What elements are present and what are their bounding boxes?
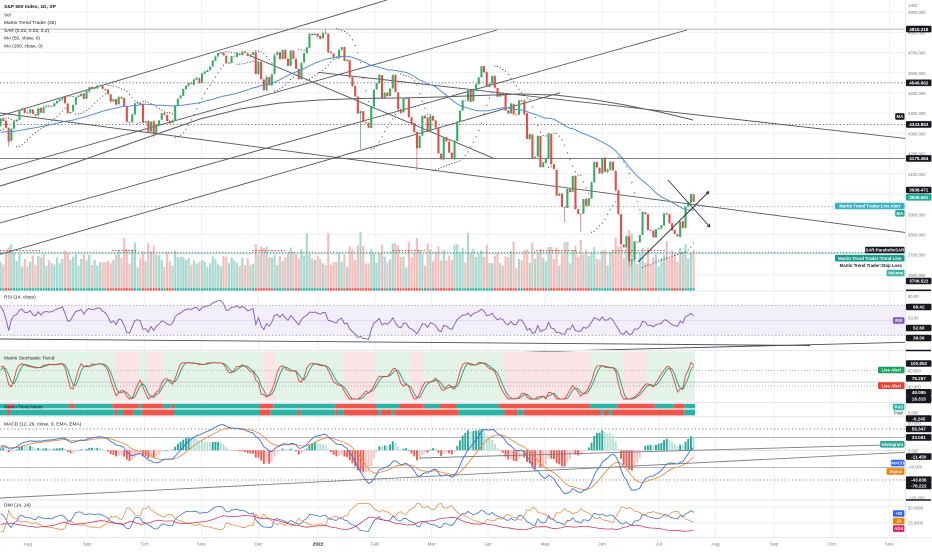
svg-text:-43.836: -43.836: [911, 477, 927, 482]
svg-text:4900.000: 4900.000: [908, 10, 926, 15]
svg-text:Nov: Nov: [197, 542, 206, 547]
svg-text:2022: 2022: [313, 542, 324, 547]
svg-text:4815.318: 4815.318: [909, 27, 929, 32]
svg-text:38.06: 38.06: [913, 336, 925, 341]
svg-text:3800.000: 3800.000: [908, 233, 926, 238]
svg-text:0.000: 0.000: [908, 411, 919, 416]
svg-text:Sep: Sep: [83, 542, 92, 547]
svg-text:MA: MA: [897, 211, 904, 216]
svg-text:USD: USD: [909, 3, 918, 8]
svg-text:3936.691: 3936.691: [909, 195, 929, 200]
svg-text:25.0000: 25.0000: [908, 521, 924, 526]
svg-text:Mar: Mar: [427, 542, 436, 547]
svg-text:4175.464: 4175.464: [909, 156, 929, 161]
svg-text:PoW: PoW: [894, 411, 903, 416]
svg-text:80.000: 80.000: [908, 420, 921, 425]
svg-text:Dec: Dec: [254, 542, 263, 547]
svg-text:ADX: ADX: [894, 526, 903, 531]
svg-text:50.0000: 50.0000: [908, 506, 924, 511]
svg-text:Jun: Jun: [598, 542, 606, 547]
svg-text:Aug: Aug: [24, 542, 33, 547]
svg-text:Signal: Signal: [889, 469, 902, 474]
svg-text:Aug: Aug: [711, 542, 720, 547]
svg-text:PoS: PoS: [895, 405, 903, 410]
svg-text:4400.000: 4400.000: [908, 111, 926, 116]
svg-text:3706.522: 3706.522: [909, 279, 929, 284]
svg-text:3938.471: 3938.471: [909, 188, 929, 193]
svg-text:-DI: -DI: [896, 519, 902, 524]
svg-text:MA: MA: [897, 114, 904, 119]
svg-text:18.315: 18.315: [912, 397, 926, 402]
svg-text:MACD (12, 26, close, 9, EMA, E: MACD (12, 26, close, 9, EMA, EMA): [4, 422, 82, 428]
svg-text:Martin Trend Trader (35): Martin Trend Trader (35): [4, 20, 56, 26]
svg-text:SAR (0.02, 0.02, 0.2): SAR (0.02, 0.02, 0.2): [4, 28, 49, 34]
svg-text:68.42: 68.42: [913, 305, 925, 310]
svg-text:4600.000: 4600.000: [908, 71, 926, 76]
svg-text:Sep: Sep: [770, 542, 779, 547]
svg-text:Martin Trend Trader:Live Alert: Martin Trend Trader:Live Alert: [839, 204, 901, 209]
svg-text:4300.000: 4300.000: [908, 132, 926, 137]
svg-text:4549.662: 4549.662: [909, 81, 929, 86]
svg-text:Martin Stochastic Trend: Martin Stochastic Trend: [4, 356, 55, 362]
svg-text:Martin Trend Meter: Martin Trend Meter: [4, 405, 43, 410]
svg-text:100.852: 100.852: [910, 361, 927, 366]
svg-text:Martin Trend Trader:Stop Loss: Martin Trend Trader:Stop Loss: [840, 263, 903, 268]
svg-text:0.000: 0.000: [908, 449, 919, 454]
svg-text:Live Alert: Live Alert: [881, 383, 901, 388]
svg-text:Vol: Vol: [4, 12, 11, 18]
svg-text:Nov: Nov: [885, 542, 894, 547]
svg-text:33.081: 33.081: [912, 435, 926, 440]
svg-text:-40.000: -40.000: [908, 464, 923, 469]
svg-text:RSI (14, close): RSI (14, close): [4, 295, 36, 301]
svg-text:4500.000: 4500.000: [908, 91, 926, 96]
svg-text:3900.000: 3900.000: [908, 212, 926, 217]
svg-text:Feb: Feb: [371, 542, 379, 547]
svg-text:4100.000: 4100.000: [908, 172, 926, 177]
svg-text:52.68: 52.68: [913, 326, 925, 331]
svg-text:-11.450: -11.450: [911, 454, 927, 459]
svg-text:DMI (14, 14): DMI (14, 14): [4, 503, 31, 509]
svg-text:Martin Trend Trader:Trend Line: Martin Trend Trader:Trend Line: [838, 256, 902, 261]
svg-text:Histogram: Histogram: [882, 442, 903, 447]
svg-text:Oct: Oct: [828, 542, 836, 547]
svg-text:+DI: +DI: [895, 511, 902, 516]
svg-text:MA (50, close, 0): MA (50, close, 0): [4, 36, 40, 42]
svg-text:4700.000: 4700.000: [908, 51, 926, 56]
svg-text:SAR:ParabolicSAR: SAR:ParabolicSAR: [865, 248, 905, 253]
svg-text:3700.000: 3700.000: [908, 253, 926, 258]
svg-text:Volume: Volume: [888, 271, 904, 276]
svg-text:48.085: 48.085: [912, 390, 926, 395]
svg-text:4343.853: 4343.853: [909, 122, 929, 127]
svg-text:80.00: 80.00: [908, 294, 919, 299]
svg-text:Oct: Oct: [141, 542, 149, 547]
svg-text:Jul: Jul: [656, 542, 662, 547]
svg-text:55.347: 55.347: [912, 427, 926, 432]
svg-text:80.000: 80.000: [908, 369, 921, 374]
svg-text:RSI: RSI: [895, 318, 902, 323]
svg-text:76.287: 76.287: [912, 376, 926, 381]
svg-text:40.000: 40.000: [908, 384, 921, 389]
svg-text:Apr: Apr: [484, 542, 492, 547]
svg-text:-120.000: -120.000: [908, 495, 925, 500]
svg-text:S&P 500 Index, 1D, SP: S&P 500 Index, 1D, SP: [4, 4, 57, 10]
svg-text:May: May: [541, 542, 551, 547]
svg-text:-76.222: -76.222: [911, 484, 927, 489]
svg-text:MACD: MACD: [891, 461, 904, 466]
svg-text:3600.000: 3600.000: [908, 273, 926, 278]
svg-text:MA (200, close, 0): MA (200, close, 0): [4, 44, 43, 50]
svg-text:Live Alert: Live Alert: [881, 368, 901, 373]
svg-text:60.00: 60.00: [908, 316, 919, 321]
